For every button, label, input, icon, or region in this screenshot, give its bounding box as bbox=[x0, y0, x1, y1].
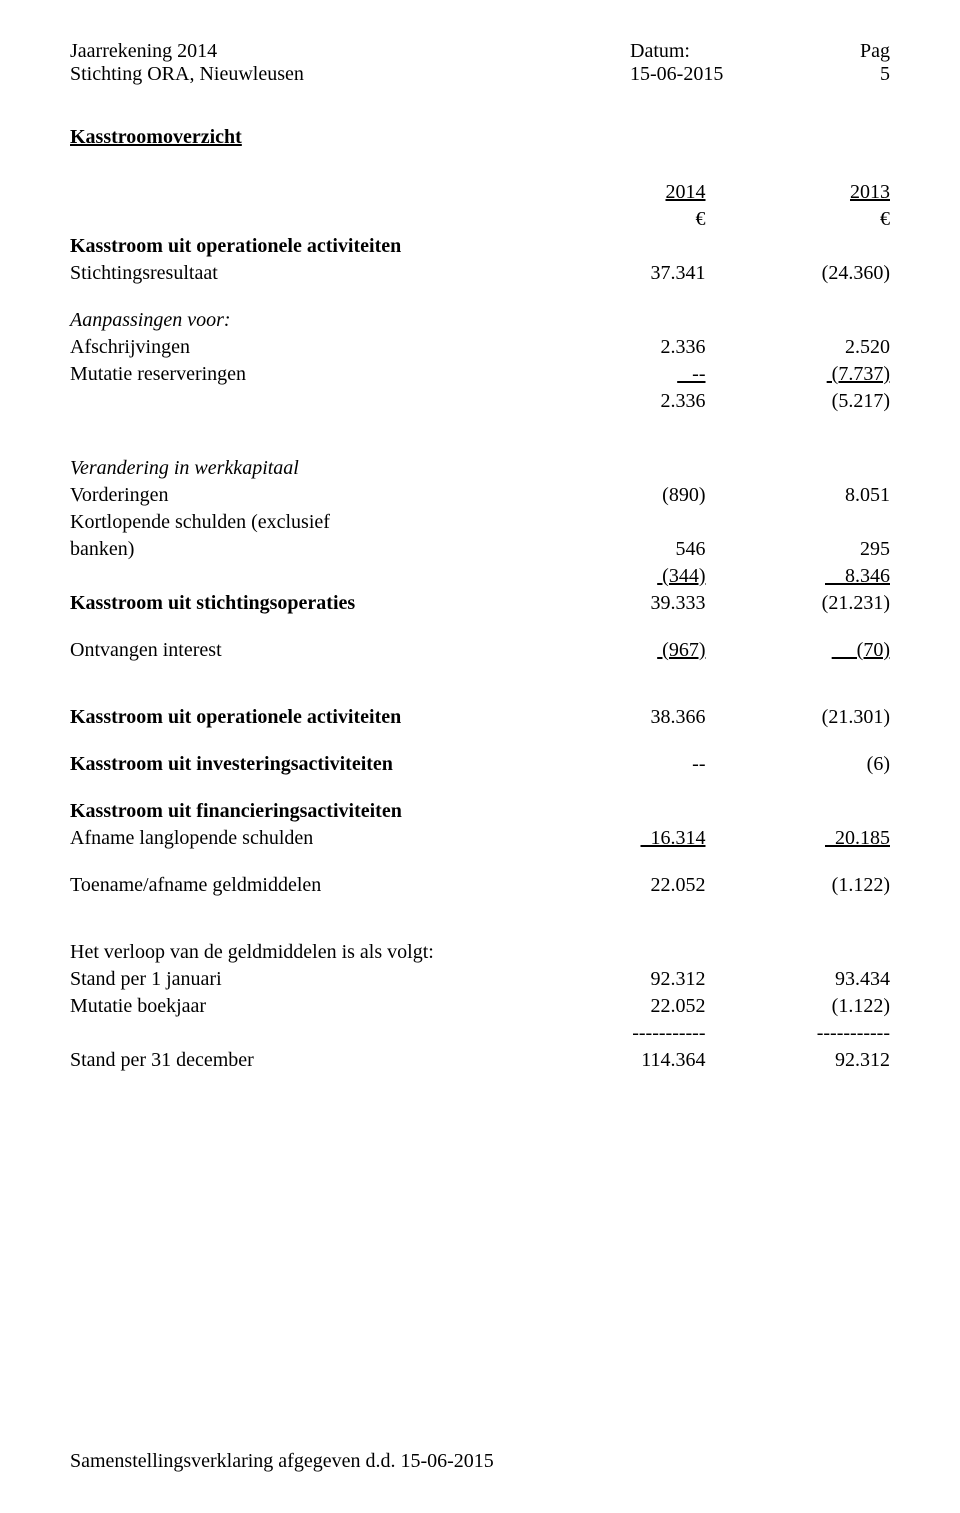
page-value: 5 bbox=[830, 63, 890, 86]
toename-afname-2013: (1.122) bbox=[706, 872, 891, 899]
stand-31dec-2014: 114.364 bbox=[521, 1047, 706, 1074]
toename-afname-row: Toename/afname geldmiddelen 22.052 (1.12… bbox=[70, 872, 890, 899]
mutatie-reserveringen-row: Mutatie reserveringen -- (7.737) bbox=[70, 361, 890, 388]
header-row-1: Jaarrekening 2014 Datum: Pag bbox=[70, 40, 890, 63]
afschrijvingen-row: Afschrijvingen 2.336 2.520 bbox=[70, 334, 890, 361]
kasstroom-inv-label: Kasstroom uit investeringsactiviteiten bbox=[70, 751, 521, 778]
stichtingsoperaties-label: Kasstroom uit stichtingsoperaties bbox=[70, 590, 521, 617]
stichtingsoperaties-row: Kasstroom uit stichtingsoperaties 39.333… bbox=[70, 590, 890, 617]
kasstroom-inv-2013: (6) bbox=[706, 751, 891, 778]
doc-title-line1: Jaarrekening 2014 bbox=[70, 40, 630, 63]
mutatie-boekjaar-label: Mutatie boekjaar bbox=[70, 993, 521, 1020]
kortlopende-label-1: Kortlopende schulden (exclusief bbox=[70, 509, 521, 536]
col-year-2014: 2014 bbox=[666, 181, 706, 203]
kasstroom-op-label: Kasstroom uit operationele activiteiten bbox=[70, 704, 521, 731]
afschrijvingen-2014: 2.336 bbox=[521, 334, 706, 361]
kortlopende-row-1: Kortlopende schulden (exclusief bbox=[70, 509, 890, 536]
dashes-2013: ----------- bbox=[706, 1020, 891, 1047]
afname-langlopende-label: Afname langlopende schulden bbox=[70, 825, 521, 852]
dashes-row: ----------- ----------- bbox=[70, 1020, 890, 1047]
stichtingsresultaat-label: Stichtingsresultaat bbox=[70, 260, 521, 287]
aanpassingen-header-row: Aanpassingen voor: bbox=[70, 307, 890, 334]
kortlopende-2014: 546 bbox=[521, 536, 706, 563]
mutatie-boekjaar-2013: (1.122) bbox=[706, 993, 891, 1020]
kasstroom-op-2014: 38.366 bbox=[521, 704, 706, 731]
kortlopende-2013: 295 bbox=[706, 536, 891, 563]
ontvangen-interest-label: Ontvangen interest bbox=[70, 637, 521, 664]
stichtingsoperaties-2014: 39.333 bbox=[521, 590, 706, 617]
stichtingsresultaat-row: Stichtingsresultaat 37.341 (24.360) bbox=[70, 260, 890, 287]
vorderingen-2014: (890) bbox=[521, 482, 706, 509]
aanpassingen-subtotal-2013: (5.217) bbox=[706, 388, 891, 415]
mutatie-reserveringen-2013: (7.737) bbox=[827, 363, 890, 385]
aanpassingen-header: Aanpassingen voor: bbox=[70, 307, 521, 334]
toename-afname-label: Toename/afname geldmiddelen bbox=[70, 872, 521, 899]
cashflow-table: 2014 2013 € € Kasstroom uit operationele… bbox=[70, 179, 890, 1074]
euro-row: € € bbox=[70, 206, 890, 233]
date-value: 15-06-2015 bbox=[630, 63, 830, 86]
kortlopende-row-2: banken) 546 295 bbox=[70, 536, 890, 563]
page-label: Pag bbox=[830, 40, 890, 63]
verandering-subtotal-row: (344) 8.346 bbox=[70, 563, 890, 590]
dashes-2014: ----------- bbox=[521, 1020, 706, 1047]
kasstroom-inv-row: Kasstroom uit investeringsactiviteiten -… bbox=[70, 751, 890, 778]
afschrijvingen-2013: 2.520 bbox=[706, 334, 891, 361]
kasstroom-op-row: Kasstroom uit operationele activiteiten … bbox=[70, 704, 890, 731]
aanpassingen-subtotal-2014: 2.336 bbox=[521, 388, 706, 415]
section-title: Kasstroomoverzicht bbox=[70, 126, 890, 149]
stand-1jan-2014: 92.312 bbox=[521, 966, 706, 993]
stichtingsoperaties-2013: (21.231) bbox=[706, 590, 891, 617]
kasstroom-op-2013: (21.301) bbox=[706, 704, 891, 731]
aanpassingen-subtotal-row: 2.336 (5.217) bbox=[70, 388, 890, 415]
op-activities-header-row: Kasstroom uit operationele activiteiten bbox=[70, 233, 890, 260]
vorderingen-2013: 8.051 bbox=[706, 482, 891, 509]
op-activities-header: Kasstroom uit operationele activiteiten bbox=[70, 233, 521, 260]
afname-langlopende-row: Afname langlopende schulden 16.314 20.18… bbox=[70, 825, 890, 852]
kasstroom-fin-header: Kasstroom uit financieringsactiviteiten bbox=[70, 798, 521, 825]
mutatie-boekjaar-2014: 22.052 bbox=[521, 993, 706, 1020]
footer-note: Samenstellingsverklaring afgegeven d.d. … bbox=[70, 1450, 494, 1473]
euro-sign-1: € bbox=[521, 206, 706, 233]
mutatie-reserveringen-2014: -- bbox=[677, 363, 705, 385]
mutatie-reserveringen-label: Mutatie reserveringen bbox=[70, 361, 521, 388]
stichtingsresultaat-2013: (24.360) bbox=[706, 260, 891, 287]
verloop-header: Het verloop van de geldmiddelen is als v… bbox=[70, 939, 521, 966]
afname-langlopende-2013: 20.185 bbox=[825, 827, 890, 849]
kasstroom-fin-header-row: Kasstroom uit financieringsactiviteiten bbox=[70, 798, 890, 825]
kortlopende-label-2: banken) bbox=[70, 536, 521, 563]
stand-1jan-2013: 93.434 bbox=[706, 966, 891, 993]
stichtingsresultaat-2014: 37.341 bbox=[521, 260, 706, 287]
verandering-header: Verandering in werkkapitaal bbox=[70, 455, 521, 482]
col-year-2013: 2013 bbox=[850, 181, 890, 203]
verandering-subtotal-2013: 8.346 bbox=[825, 565, 890, 587]
ontvangen-interest-2014: (967) bbox=[657, 639, 705, 661]
verloop-header-row: Het verloop van de geldmiddelen is als v… bbox=[70, 939, 890, 966]
ontvangen-interest-row: Ontvangen interest (967) (70) bbox=[70, 637, 890, 664]
toename-afname-2014: 22.052 bbox=[521, 872, 706, 899]
stand-31dec-2013: 92.312 bbox=[706, 1047, 891, 1074]
stand-31dec-label: Stand per 31 december bbox=[70, 1047, 521, 1074]
date-label: Datum: bbox=[630, 40, 830, 63]
vorderingen-row: Vorderingen (890) 8.051 bbox=[70, 482, 890, 509]
stand-1jan-label: Stand per 1 januari bbox=[70, 966, 521, 993]
ontvangen-interest-2013: (70) bbox=[832, 639, 890, 661]
stand-1jan-row: Stand per 1 januari 92.312 93.434 bbox=[70, 966, 890, 993]
afname-langlopende-2014: 16.314 bbox=[641, 827, 706, 849]
page: Jaarrekening 2014 Datum: Pag Stichting O… bbox=[0, 0, 960, 1513]
euro-sign-2: € bbox=[706, 206, 891, 233]
mutatie-boekjaar-row: Mutatie boekjaar 22.052 (1.122) bbox=[70, 993, 890, 1020]
year-header-row: 2014 2013 bbox=[70, 179, 890, 206]
afschrijvingen-label: Afschrijvingen bbox=[70, 334, 521, 361]
verandering-header-row: Verandering in werkkapitaal bbox=[70, 455, 890, 482]
kasstroom-inv-2014: -- bbox=[521, 751, 706, 778]
vorderingen-label: Vorderingen bbox=[70, 482, 521, 509]
header-row-2: Stichting ORA, Nieuwleusen 15-06-2015 5 bbox=[70, 63, 890, 86]
stand-31dec-row: Stand per 31 december 114.364 92.312 bbox=[70, 1047, 890, 1074]
doc-title-line2: Stichting ORA, Nieuwleusen bbox=[70, 63, 630, 86]
verandering-subtotal-2014: (344) bbox=[657, 565, 705, 587]
